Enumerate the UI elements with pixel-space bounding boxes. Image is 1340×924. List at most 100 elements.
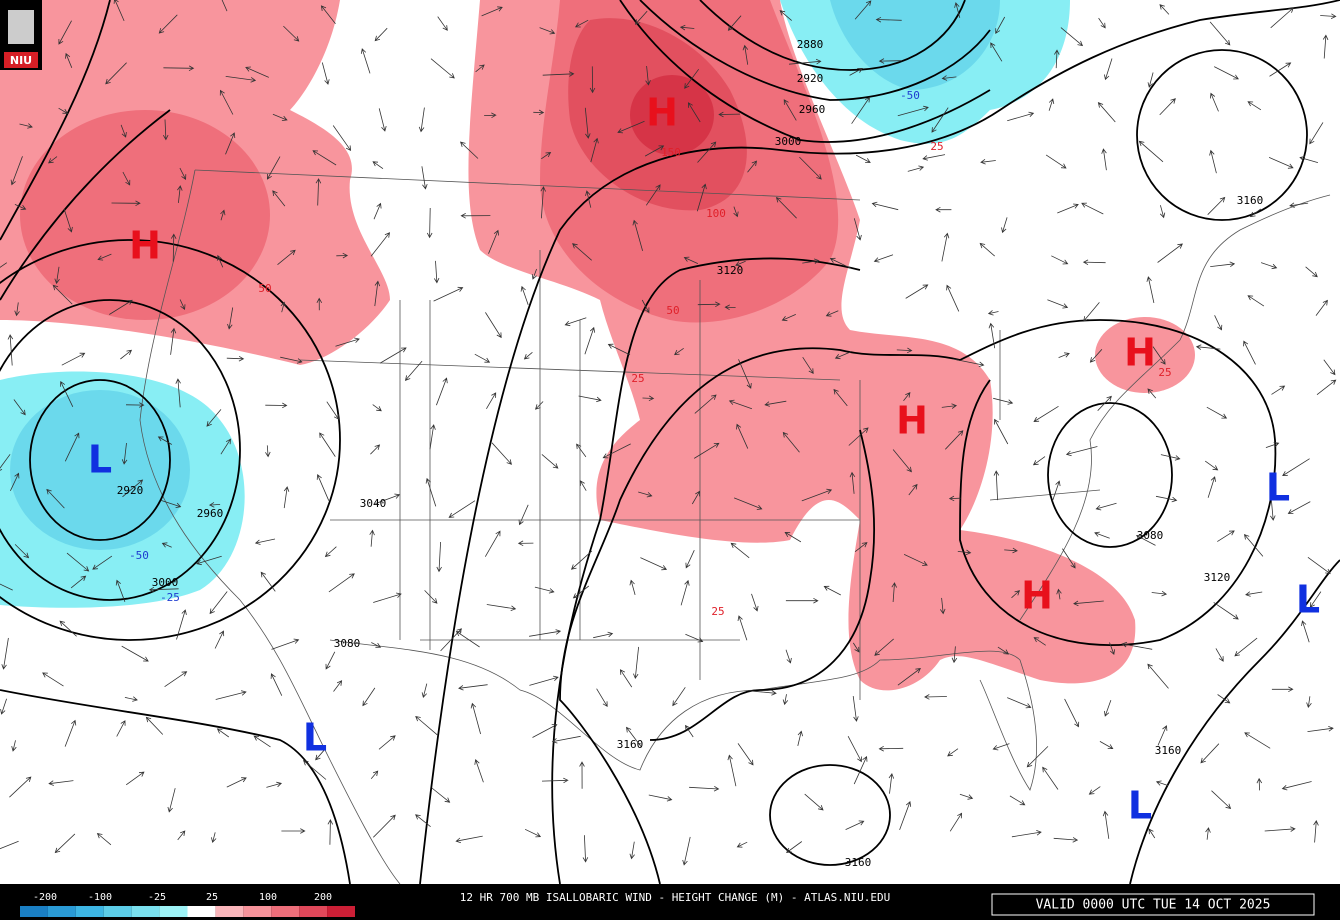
wind-arrow xyxy=(674,347,684,356)
legend-swatch xyxy=(103,906,132,917)
wind-arrow xyxy=(1271,686,1294,693)
wind-arrow xyxy=(64,719,77,747)
legend-label: -25 xyxy=(148,892,166,903)
wind-arrow xyxy=(994,418,1009,445)
wind-arrow xyxy=(779,10,792,21)
wind-arrow xyxy=(430,58,455,79)
wind-arrow xyxy=(157,436,172,445)
wind-arrow xyxy=(783,99,797,121)
wind-arrow xyxy=(64,432,80,462)
wind-arrow xyxy=(897,668,921,686)
wind-arrow xyxy=(486,392,497,410)
wind-arrow xyxy=(216,728,230,738)
wind-arrow xyxy=(421,166,428,190)
wind-arrow xyxy=(625,726,642,748)
wind-arrow xyxy=(1065,446,1098,457)
wind-arrow xyxy=(315,178,322,206)
wind-arrow xyxy=(541,454,559,469)
wind-arrow xyxy=(370,232,391,257)
wind-arrow xyxy=(1313,819,1319,843)
wind-arrow xyxy=(728,399,753,410)
wind-arrow xyxy=(852,642,860,653)
wind-arrow xyxy=(582,835,589,863)
wind-arrow xyxy=(735,260,746,267)
wind-arrow xyxy=(0,698,7,715)
wind-arrow xyxy=(951,646,958,664)
wind-arrow xyxy=(1089,349,1103,363)
height-change-label: 25 xyxy=(1158,366,1171,379)
wind-arrow xyxy=(1269,62,1292,77)
wind-arrow xyxy=(1,637,9,670)
wind-arrow xyxy=(362,687,376,707)
wind-arrow xyxy=(1217,694,1231,704)
wind-arrow xyxy=(1097,102,1116,123)
wind-arrow xyxy=(1007,697,1032,709)
height-label: 3080 xyxy=(1137,529,1164,542)
wind-arrow xyxy=(957,549,972,556)
wind-arrow xyxy=(1315,299,1328,316)
wind-arrow xyxy=(648,794,673,802)
wind-arrow xyxy=(802,356,814,374)
wind-arrow xyxy=(1083,302,1100,322)
wind-arrow xyxy=(570,550,593,570)
legend-swatch xyxy=(327,906,355,917)
wind-arrow xyxy=(1088,786,1101,795)
wind-arrow xyxy=(584,107,591,139)
wind-arrow xyxy=(941,232,950,262)
wind-arrow xyxy=(541,777,569,784)
wind-arrow xyxy=(551,735,581,744)
wind-arrow xyxy=(897,105,929,117)
pressure-center: L xyxy=(1296,578,1320,622)
wind-arrow xyxy=(325,651,336,670)
wind-arrow xyxy=(993,470,1000,501)
wind-arrow xyxy=(46,488,65,509)
wind-arrow xyxy=(1200,743,1220,764)
wind-arrow xyxy=(319,432,336,457)
wind-arrow xyxy=(1247,101,1262,111)
height-label: 3000 xyxy=(775,135,802,148)
labels: 2880 2920 2960 3000 3120 3160 2920 2960 3000 3040… xyxy=(88,38,1320,869)
wind-arrow xyxy=(784,531,802,543)
wind-arrow xyxy=(799,156,822,180)
wind-arrow xyxy=(579,480,587,491)
wind-arrow xyxy=(572,585,590,599)
wind-arrow xyxy=(593,631,614,639)
wind-arrow xyxy=(1102,810,1110,839)
legend-swatch xyxy=(187,906,216,917)
wind-arrow xyxy=(1057,203,1079,214)
wind-arrow xyxy=(980,158,996,165)
wind-arrow xyxy=(58,107,69,114)
legend-swatch xyxy=(243,906,272,917)
wind-arrow xyxy=(903,554,928,566)
wind-arrow xyxy=(1064,698,1080,728)
wind-arrow xyxy=(851,96,870,124)
wind-arrow xyxy=(619,669,633,688)
wind-arrow xyxy=(518,504,529,526)
wind-arrow xyxy=(873,254,894,263)
wind-arrow xyxy=(219,89,234,115)
wind-arrow xyxy=(158,14,178,34)
wind-arrow xyxy=(680,579,690,606)
wind-arrow xyxy=(10,156,23,186)
wind-arrow xyxy=(245,66,269,78)
wind-arrow xyxy=(959,793,974,800)
wind-arrow xyxy=(892,449,912,473)
wind-arrow xyxy=(14,302,20,317)
wind-arrows xyxy=(0,0,1337,866)
wind-arrow xyxy=(121,645,149,662)
wind-arrow xyxy=(801,488,833,502)
wind-arrow xyxy=(220,438,231,455)
height-label: 2960 xyxy=(197,507,224,520)
wind-arrow xyxy=(1011,590,1021,599)
wind-arrow xyxy=(1155,495,1178,503)
height-label: 3160 xyxy=(1155,744,1182,757)
wind-arrow xyxy=(585,190,592,208)
height-contours xyxy=(0,0,1340,885)
wind-arrow xyxy=(891,582,897,603)
wind-arrow xyxy=(941,75,957,81)
wind-arrow xyxy=(1056,588,1062,600)
wind-arrow xyxy=(486,604,517,611)
wind-arrow xyxy=(948,495,961,502)
wind-arrow xyxy=(277,249,296,266)
legend-label: 100 xyxy=(259,892,277,903)
